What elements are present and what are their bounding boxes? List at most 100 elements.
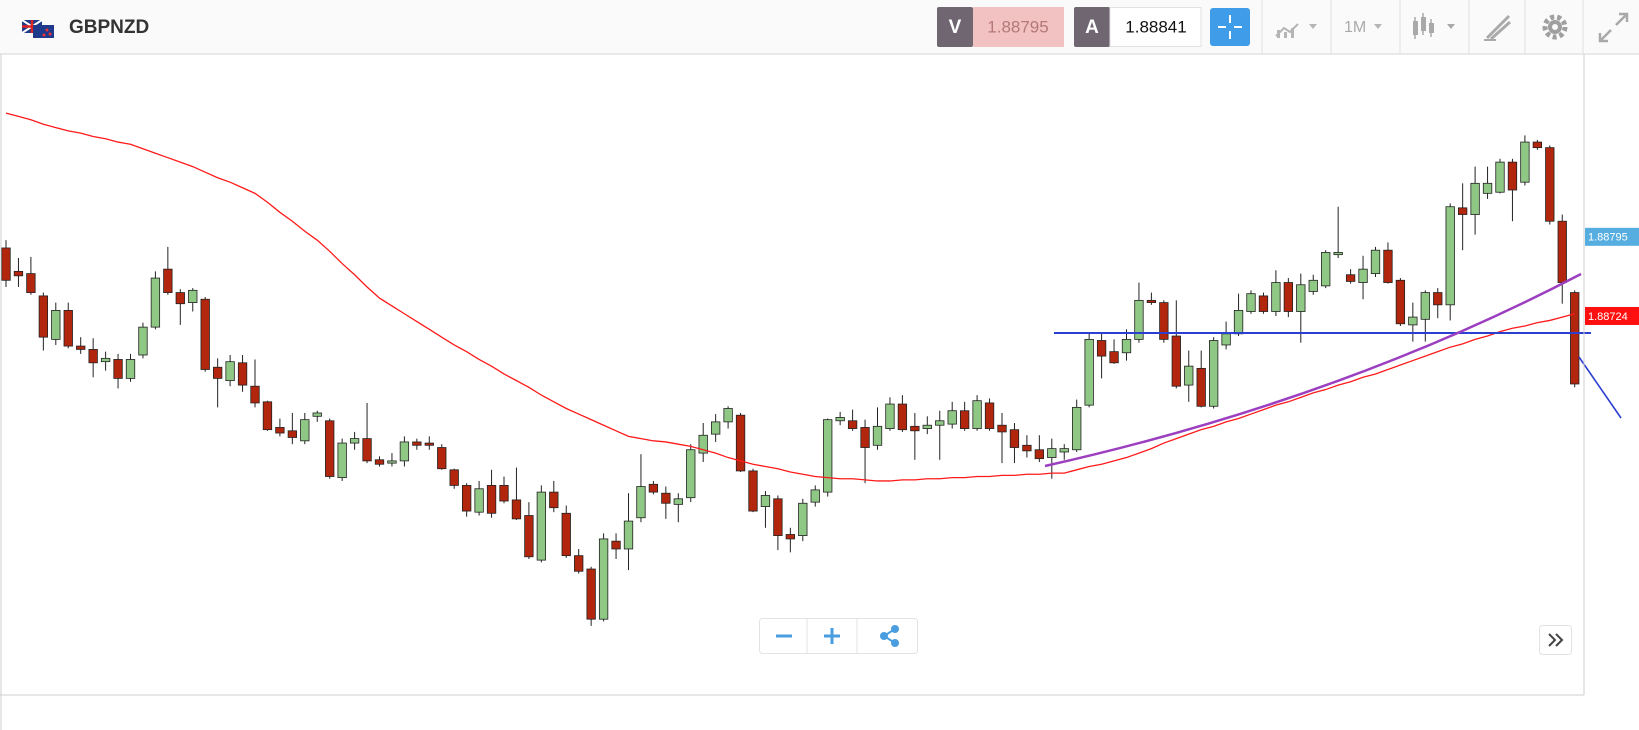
candle-body (1308, 279, 1318, 292)
candle-body (1, 247, 11, 281)
candle-body (1059, 448, 1069, 453)
candle-body (38, 295, 48, 338)
candle-body (163, 268, 173, 293)
candle-body (1333, 252, 1343, 256)
candle-body (661, 492, 671, 504)
candle-body (1445, 206, 1455, 306)
candle-body (387, 460, 397, 464)
candle-body (1233, 309, 1244, 335)
candle-body (412, 441, 422, 446)
candle-body (1196, 367, 1206, 407)
fullscreen-button[interactable] (1598, 12, 1629, 43)
candle-body (175, 292, 185, 305)
plot (1, 112, 1580, 626)
candle-body (686, 449, 696, 499)
candle-body (1121, 338, 1132, 354)
candle-body (823, 419, 833, 493)
candle-body (200, 298, 210, 370)
candle-body (1408, 316, 1418, 326)
candle-body (51, 309, 61, 340)
candle-body (424, 442, 434, 446)
price-marker (1585, 306, 1639, 325)
candle-body (972, 400, 982, 429)
candle-body (760, 495, 771, 508)
candle-body (1072, 406, 1082, 451)
trend-drawing[interactable] (1044, 272, 1582, 468)
candle-body (88, 349, 98, 364)
candle-body (1557, 220, 1567, 283)
drawing-tool-button[interactable] (1484, 14, 1512, 41)
bid-price[interactable]: 1.88795 (987, 17, 1048, 36)
candle-body (885, 403, 895, 429)
ask-label-box[interactable] (1074, 7, 1110, 47)
candle-body (325, 420, 335, 477)
settings-button[interactable] (1542, 14, 1568, 40)
candle-body (1482, 182, 1493, 194)
candle-body (1507, 161, 1518, 191)
candle-body (1545, 147, 1555, 222)
crosshair-button[interactable] (1210, 8, 1250, 46)
candle-body (26, 273, 36, 293)
candle-body (673, 498, 683, 505)
ask-price[interactable]: 1.88841 (1125, 17, 1186, 36)
separators (1261, 0, 1584, 54)
crosshair-icon (1218, 15, 1242, 39)
candle-body (13, 270, 24, 277)
bid-box[interactable] (973, 7, 1064, 47)
candle-style-button[interactable] (1413, 13, 1455, 39)
scroll-end-button[interactable] (1539, 625, 1572, 655)
candle-body (76, 345, 86, 350)
price-marker-label: 1.88724 (1588, 311, 1628, 323)
candle-body (1146, 299, 1157, 303)
candle-body (1570, 292, 1580, 385)
candle-body (1184, 365, 1194, 386)
ask-label[interactable]: A (1085, 17, 1099, 38)
candle-body (598, 538, 609, 620)
candle-body (922, 424, 932, 429)
candle-body (474, 488, 484, 513)
bid-label[interactable]: V (949, 17, 962, 38)
candle-body (1159, 302, 1169, 340)
candle-body (1221, 333, 1231, 346)
chart-type-button[interactable] (1275, 23, 1317, 38)
candle-body (63, 309, 73, 347)
candle-body (150, 277, 161, 328)
candle-body (1084, 338, 1094, 406)
candle-body (250, 385, 260, 404)
candle-body (524, 515, 534, 558)
candle-body (225, 361, 235, 382)
diagonal-drawing[interactable] (1578, 356, 1622, 419)
candle-body (935, 420, 945, 426)
candle-body (287, 430, 298, 438)
candle-body (1246, 293, 1256, 312)
candle-body (1034, 449, 1044, 460)
bid-label-box[interactable] (937, 7, 973, 47)
moving-average (5, 112, 1575, 482)
candle-body (561, 512, 571, 557)
candle-body (847, 420, 858, 429)
candle-body (574, 555, 584, 572)
header-bar (0, 0, 1639, 54)
timeframe[interactable]: 1M (1344, 19, 1366, 36)
candle-body (835, 417, 845, 422)
candle-body (399, 441, 410, 462)
candle-body (337, 442, 347, 479)
candle-body (1258, 295, 1269, 312)
header: GBPNZD V 1.88795 A 1.88841 1M (0, 0, 1639, 55)
zoom-in-button[interactable] (824, 628, 840, 644)
candle-body (1209, 340, 1219, 407)
ask-box[interactable] (1109, 7, 1202, 47)
candle-body (910, 425, 920, 432)
candle-body (1420, 292, 1430, 320)
candle-body (698, 434, 708, 454)
candle-body (773, 498, 783, 536)
symbol: GBPNZD (69, 17, 149, 38)
candle-body (1495, 161, 1505, 193)
candle-body (362, 438, 372, 462)
candle-body (549, 491, 559, 509)
share-button[interactable] (880, 625, 899, 647)
timeframe-caret (1374, 24, 1382, 29)
candle-body (511, 499, 522, 520)
candle-body (1134, 299, 1144, 340)
